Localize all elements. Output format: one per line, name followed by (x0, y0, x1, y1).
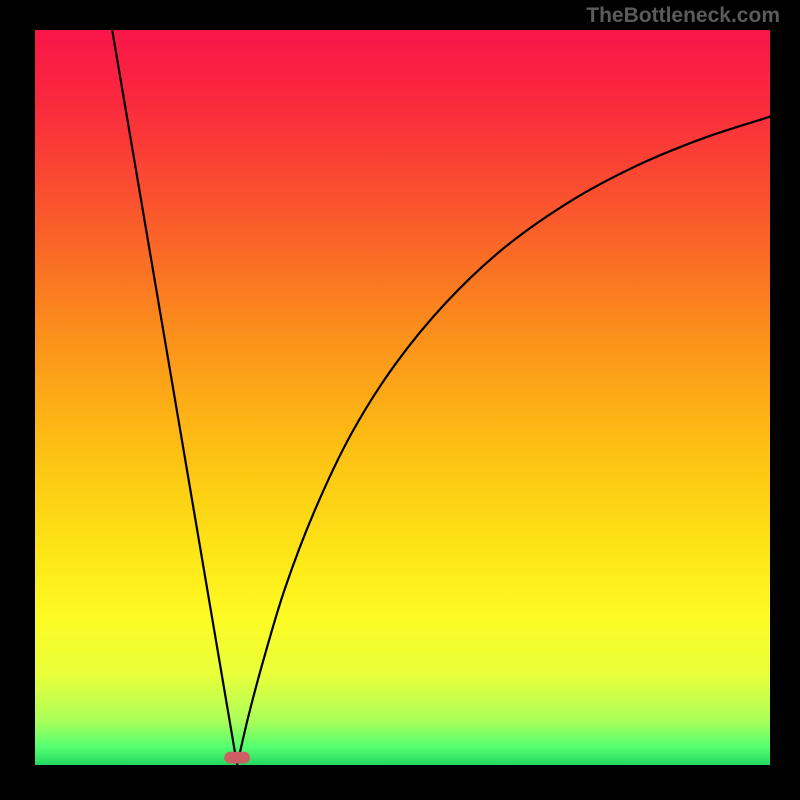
chart-root: TheBottleneck.com (0, 0, 800, 800)
plot-background (35, 30, 770, 765)
optimal-point-marker (224, 752, 250, 764)
bottleneck-curve-chart (0, 0, 800, 800)
watermark-text: TheBottleneck.com (586, 4, 780, 28)
